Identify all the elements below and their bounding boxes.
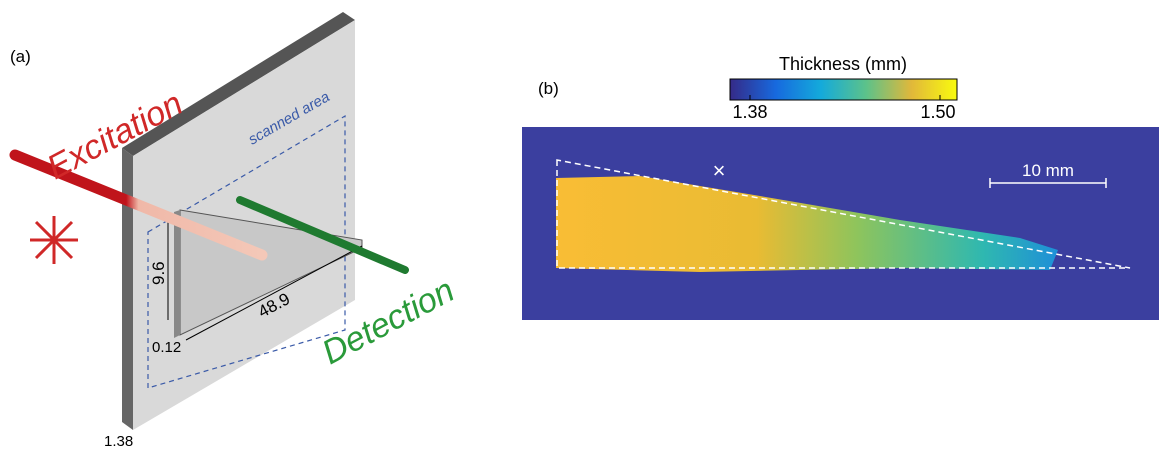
panel-label: (b) (538, 79, 559, 98)
figure: (a) scanned area 9.6 48.9 0.12 Excitatio… (0, 0, 1159, 459)
wedge-edge (174, 210, 180, 338)
colorbar-min: 1.38 (732, 102, 767, 122)
marker: × (713, 158, 726, 183)
height-label: 9.6 (149, 261, 168, 285)
scale-bar-label: 10 mm (1022, 161, 1074, 180)
colorbar (730, 79, 957, 100)
gap-label: 0.12 (152, 339, 181, 356)
thickness-label: 1.38 (104, 433, 133, 450)
colorbar-max: 1.50 (920, 102, 955, 122)
polarization-arrows (30, 216, 78, 264)
panel-label: (a) (10, 47, 31, 66)
colorbar-title: Thickness (mm) (779, 54, 907, 74)
plate-side (122, 148, 133, 430)
